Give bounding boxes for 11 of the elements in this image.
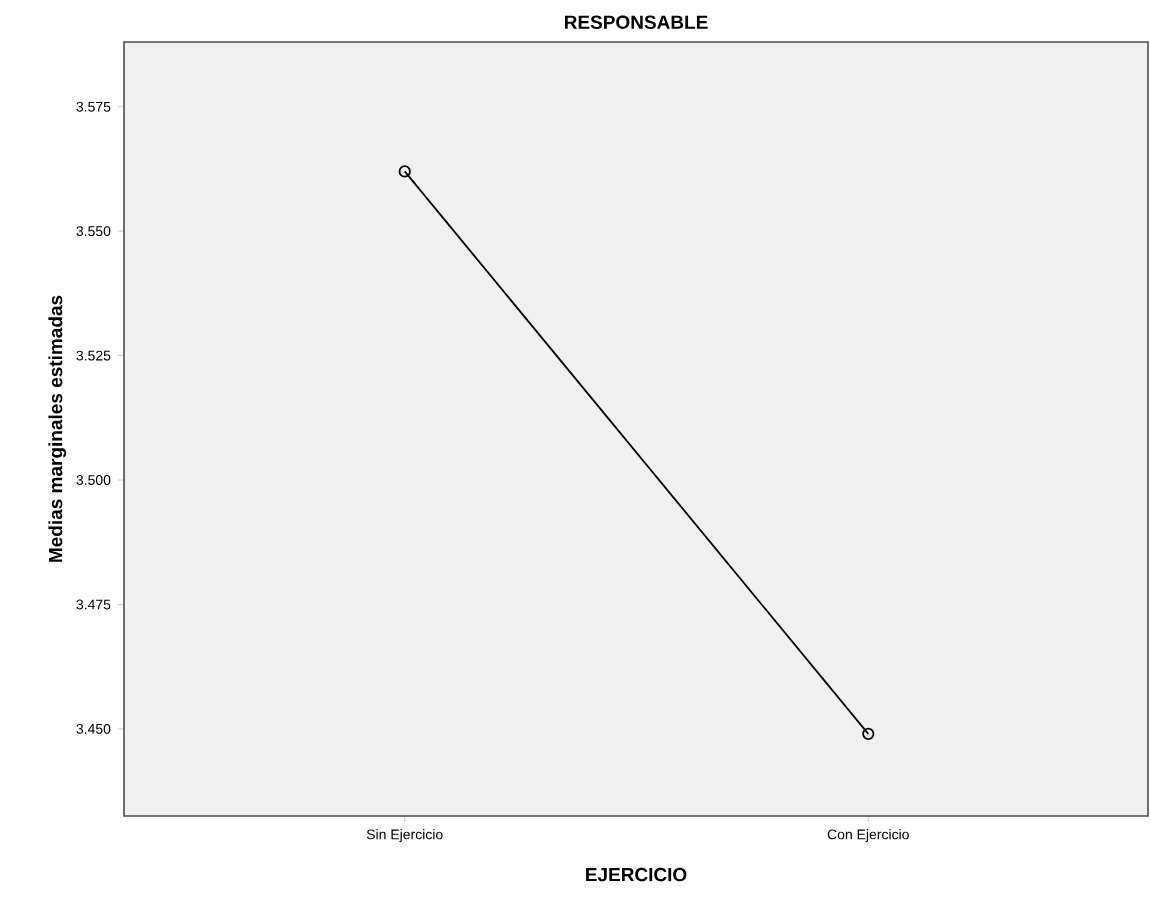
y-tick-label: 3.450 bbox=[76, 723, 111, 734]
y-tick-label: 3.500 bbox=[76, 475, 111, 485]
y-tick-label: 3.475 bbox=[76, 599, 111, 610]
y-axis-title: Medias marginales estimadas bbox=[48, 295, 67, 562]
y-tick-label: 3.525 bbox=[76, 350, 111, 361]
chart-title: RESPONSABLE bbox=[564, 15, 708, 29]
x-tick-label: Con Ejercicio bbox=[827, 829, 909, 843]
y-tick-label: 3.550 bbox=[76, 226, 111, 237]
y-tick-label: 3.575 bbox=[76, 101, 111, 112]
x-tick-label: Sin Ejercicio bbox=[366, 829, 443, 843]
x-axis-title: EJERCICIO bbox=[586, 867, 687, 882]
